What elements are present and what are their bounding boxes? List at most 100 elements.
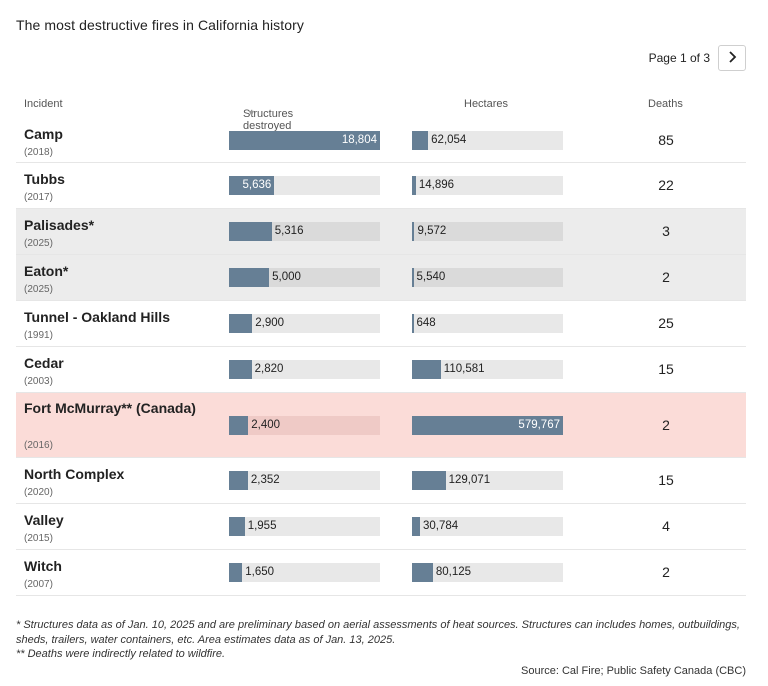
table-row: Tubbs (2017) 5,636 14,896 22 <box>16 163 746 209</box>
table-body: Camp (2018) 18,804 62,054 85 Tubbs (2017) 5,636… <box>16 118 746 596</box>
hectares-bar <box>412 222 415 241</box>
table-row: Palisades* (2025) 5,316 9,572 3 <box>16 209 746 255</box>
table-row: Witch (2007) 1,650 80,125 2 <box>16 550 746 596</box>
incident-name: Eaton* <box>24 263 69 279</box>
deaths-value: 2 <box>662 269 670 285</box>
incident-name: Valley <box>24 512 64 528</box>
structures-bar <box>229 471 248 490</box>
hectares-bar-track: 14,896 <box>412 176 563 195</box>
incident-year: (2003) <box>24 376 53 387</box>
next-page-button[interactable] <box>718 45 746 71</box>
hectares-bar-track: 30,784 <box>412 517 563 536</box>
deaths-value: 22 <box>658 177 674 193</box>
structures-value-label: 5,316 <box>274 225 304 237</box>
structures-bar <box>229 131 380 150</box>
incident-year: (2020) <box>24 487 53 498</box>
footnote-deaths: ** Deaths were indirectly related to wil… <box>16 648 226 660</box>
hectares-value-label: 9,572 <box>417 225 447 237</box>
structures-bar <box>229 360 252 379</box>
hectares-bar <box>412 517 421 536</box>
hectares-bar-track: 80,125 <box>412 563 563 582</box>
source-credit: Source: Cal Fire; Public Safety Canada (… <box>521 665 746 677</box>
hectares-value-label: 80,125 <box>435 566 472 578</box>
structures-bar <box>229 314 253 333</box>
column-header-hectares[interactable]: Hectares <box>464 98 509 110</box>
hectares-bar <box>412 471 446 490</box>
hectares-value-label: 110,581 <box>443 363 485 375</box>
structures-bar-track: 18,804 <box>229 131 380 150</box>
hectares-value-label: 129,071 <box>448 474 491 486</box>
deaths-value: 3 <box>662 223 670 239</box>
structures-bar <box>229 176 275 195</box>
structures-bar <box>229 563 243 582</box>
incident-name: North Complex <box>24 466 125 482</box>
footnotes: * Structures data as of Jan. 10, 2025 an… <box>16 618 746 662</box>
incident-name: Camp <box>24 126 63 142</box>
hectares-bar <box>412 176 416 195</box>
table-row: Tunnel - Oakland Hills (1991) 2,900 648 25 <box>16 301 746 347</box>
incident-year: (2017) <box>24 192 53 203</box>
structures-value-label: 1,955 <box>247 520 277 532</box>
structures-bar-track: 5,316 <box>229 222 380 241</box>
table-row: Valley (2015) 1,955 30,784 4 <box>16 504 746 550</box>
hectares-bar <box>412 268 414 287</box>
structures-bar-track: 2,352 <box>229 471 380 490</box>
table-row: North Complex (2020) 2,352 129,071 15 <box>16 458 746 504</box>
incident-year: (2007) <box>24 579 53 590</box>
hectares-bar <box>412 563 433 582</box>
structures-bar-track: 5,636 <box>229 176 380 195</box>
structures-bar <box>229 222 272 241</box>
table-row: Fort McMurray** (Canada) (2016) 2,400 579,7… <box>16 393 746 458</box>
structures-bar <box>229 416 249 435</box>
hectares-bar <box>412 314 414 333</box>
incident-year: (2016) <box>24 440 53 451</box>
structures-value-label: 5,636 <box>242 179 272 191</box>
structures-value-label: 2,820 <box>254 363 284 375</box>
structures-bar-track: 2,400 <box>229 416 380 435</box>
structures-value-label: 2,400 <box>251 419 281 431</box>
deaths-value: 2 <box>662 417 670 433</box>
hectares-value-label: 62,054 <box>431 134 467 146</box>
structures-bar-track: 5,000 <box>229 268 380 287</box>
structures-bar-track: 1,955 <box>229 517 380 536</box>
hectares-value-label: 579,767 <box>518 419 560 431</box>
deaths-value: 25 <box>658 315 674 331</box>
incident-year: (2025) <box>24 284 53 295</box>
hectares-bar-track: 110,581 <box>412 360 563 379</box>
incident-name: Tunnel - Oakland Hills <box>24 309 170 325</box>
hectares-bar-track: 9,572 <box>412 222 563 241</box>
structures-value-label: 1,650 <box>245 566 275 578</box>
deaths-value: 85 <box>658 132 674 148</box>
incident-name: Palisades* <box>24 217 95 233</box>
hectares-bar-track: 129,071 <box>412 471 563 490</box>
table-row: Eaton* (2025) 5,000 5,540 2 <box>16 255 746 301</box>
table-row: Camp (2018) 18,804 62,054 85 <box>16 118 746 163</box>
column-header-deaths[interactable]: Deaths <box>648 98 683 110</box>
structures-value-label: 2,352 <box>250 474 280 486</box>
footnote-structures: * Structures data as of Jan. 10, 2025 an… <box>16 619 740 646</box>
structures-bar-track: 2,900 <box>229 314 380 333</box>
chart-title: The most destructive fires in California… <box>16 17 305 33</box>
structures-bar-track: 2,820 <box>229 360 380 379</box>
fires-table: Incident Structures destroyed ▼ Hectares … <box>16 88 746 596</box>
deaths-value: 4 <box>662 518 670 534</box>
incident-year: (1991) <box>24 330 53 341</box>
structures-bar-track: 1,650 <box>229 563 380 582</box>
pagination: Page 1 of 3 <box>649 44 746 72</box>
structures-value-label: 18,804 <box>341 134 377 146</box>
incident-name: Witch <box>24 558 62 574</box>
hectares-value-label: 14,896 <box>418 179 455 191</box>
deaths-value: 15 <box>658 472 674 488</box>
structures-value-label: 5,000 <box>272 271 301 283</box>
table-row: Cedar (2003) 2,820 110,581 15 <box>16 347 746 393</box>
column-header-incident[interactable]: Incident <box>24 98 63 110</box>
hectares-bar <box>412 416 563 435</box>
incident-name: Fort McMurray** (Canada) <box>24 400 196 416</box>
hectares-value-label: 30,784 <box>423 520 459 532</box>
structures-header-label: Structures destroyed <box>243 108 294 132</box>
deaths-value: 2 <box>662 564 670 580</box>
page-indicator: Page 1 of 3 <box>648 51 710 65</box>
hectares-bar <box>412 131 429 150</box>
hectares-bar-track: 5,540 <box>412 268 563 287</box>
incident-year: (2015) <box>24 533 53 544</box>
